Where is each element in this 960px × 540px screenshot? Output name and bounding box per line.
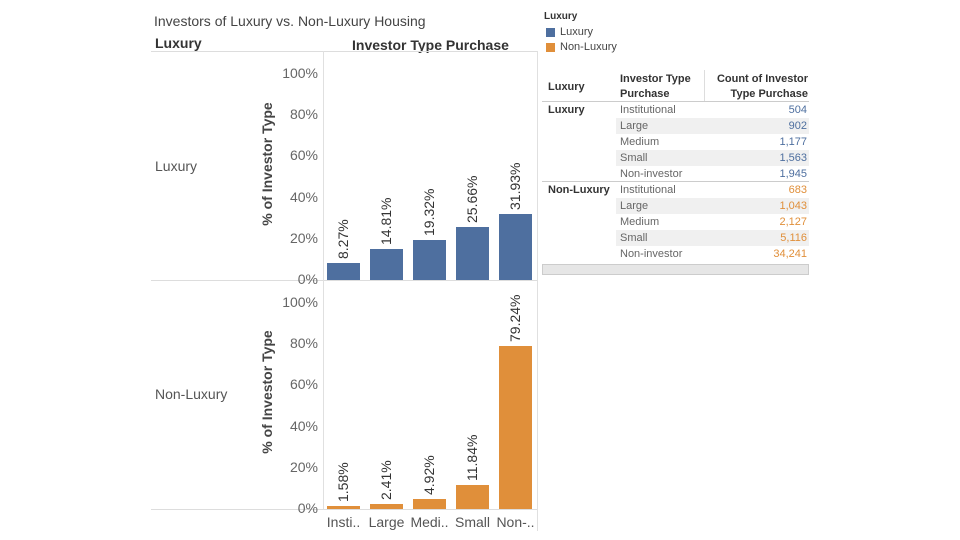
column-header-label: Investor Type Purchase xyxy=(352,37,509,53)
chart-title: Investors of Luxury vs. Non-Luxury Housi… xyxy=(154,13,426,29)
bar-luxury xyxy=(499,214,532,280)
legend-item-non-luxury[interactable]: Non-Luxury xyxy=(546,41,617,53)
table-cell-count: 1,945 xyxy=(779,168,807,180)
bar-non-luxury xyxy=(456,484,489,509)
y-tick-label: 80% xyxy=(289,106,318,123)
legend-swatch-non-luxury xyxy=(546,42,555,52)
table-horizontal-scrollbar[interactable] xyxy=(542,264,809,275)
header-divider xyxy=(151,51,537,52)
table-cell-count: 5,116 xyxy=(780,232,807,244)
table-cell-type: Small xyxy=(620,152,648,164)
bar-luxury xyxy=(456,227,489,280)
table-cell-type: Small xyxy=(620,232,648,244)
panel-divider xyxy=(151,280,537,281)
bar-data-label: 31.93% xyxy=(507,162,523,211)
x-tick-label: Small xyxy=(454,514,490,530)
table-cell-count: 504 xyxy=(788,104,807,116)
x-tick-label: Medi.. xyxy=(410,514,449,530)
count-table: Luxury Investor Type Purchase Count of I… xyxy=(542,70,809,275)
table-cell-count: 1,043 xyxy=(779,200,807,212)
y-tick-label: 80% xyxy=(289,335,318,352)
table-cell-count: 1,177 xyxy=(779,136,807,148)
bar-luxury xyxy=(327,262,360,280)
y-tick-label: 60% xyxy=(289,376,318,393)
y-tick-label: 20% xyxy=(289,229,318,246)
table-cell-type: Non-investor xyxy=(620,248,683,260)
plot-right-border xyxy=(537,51,538,531)
table-cell-type: Institutional xyxy=(620,184,676,196)
row-label-luxury: Luxury xyxy=(155,158,198,174)
table-cell-count: 902 xyxy=(788,120,807,132)
y-tick-label: 100% xyxy=(282,65,318,81)
bar-non-luxury xyxy=(499,345,532,509)
table-row-band xyxy=(616,150,809,166)
legend-item-luxury[interactable]: Luxury xyxy=(546,26,593,38)
bar-data-label: 1.58% xyxy=(335,462,351,502)
legend-title: Luxury xyxy=(544,11,578,22)
bar-non-luxury xyxy=(370,504,403,509)
table-group-divider xyxy=(542,181,809,182)
legend-label-luxury: Luxury xyxy=(560,26,594,38)
table-header-investor-type: Investor Type Purchase xyxy=(620,73,691,100)
table-cell-type: Medium xyxy=(620,136,660,148)
table-header-count: Count of Investor Type Purchase xyxy=(716,73,808,100)
bar-data-label: 25.66% xyxy=(464,175,480,224)
bar-data-label: 19.32% xyxy=(421,188,437,237)
x-tick-label: Insti.. xyxy=(326,514,361,530)
legend-swatch-luxury xyxy=(546,27,555,37)
table-row-band xyxy=(616,198,809,214)
y-tick-label: 0% xyxy=(297,271,318,287)
bar-luxury xyxy=(413,240,446,280)
y-tick-label: 40% xyxy=(289,188,318,205)
table-group-label: Luxury xyxy=(548,104,585,116)
table-group-label: Non-Luxury xyxy=(548,184,610,196)
y-tick-label: 60% xyxy=(289,147,318,164)
y-tick-label: 100% xyxy=(282,294,318,310)
y-tick-label: 40% xyxy=(289,417,318,434)
bar-non-luxury xyxy=(413,498,446,509)
bar-data-label: 11.84% xyxy=(464,434,480,481)
row-label-non-luxury: Non-Luxury xyxy=(155,386,228,402)
y-tick-label: 0% xyxy=(297,500,318,516)
table-header-luxury: Luxury xyxy=(548,81,585,93)
row-header-label: Luxury xyxy=(155,35,202,51)
bar-data-label: 4.92% xyxy=(421,455,437,495)
table-cell-type: Large xyxy=(620,120,649,132)
x-tick-label: Large xyxy=(368,514,405,530)
bar-data-label: 14.81% xyxy=(378,198,394,246)
y-tick-label: 20% xyxy=(289,458,318,475)
bar-data-label: 8.27% xyxy=(335,219,351,259)
plot-left-border xyxy=(323,51,324,509)
legend-label-non-luxury: Non-Luxury xyxy=(560,41,617,53)
table-cell-count: 683 xyxy=(788,184,807,196)
table-column-divider xyxy=(704,70,705,101)
table-row-band xyxy=(616,230,809,246)
table-cell-type: Non-investor xyxy=(620,168,683,180)
bar-luxury xyxy=(370,249,403,280)
table-cell-count: 2,127 xyxy=(779,216,807,228)
table-cell-type: Medium xyxy=(620,216,660,228)
table-row-band xyxy=(616,118,809,134)
bar-data-label: 79.24% xyxy=(507,294,523,342)
table-cell-type: Large xyxy=(620,200,649,212)
table-cell-count: 1,563 xyxy=(779,152,807,164)
table-cell-count: 34,241 xyxy=(773,248,807,260)
bar-data-label: 2.41% xyxy=(378,460,394,501)
table-header-divider xyxy=(542,101,809,102)
table-cell-type: Institutional xyxy=(620,104,676,116)
bar-non-luxury xyxy=(327,505,360,509)
bottom-divider xyxy=(151,509,537,510)
x-tick-label: Non-.. xyxy=(496,514,535,530)
